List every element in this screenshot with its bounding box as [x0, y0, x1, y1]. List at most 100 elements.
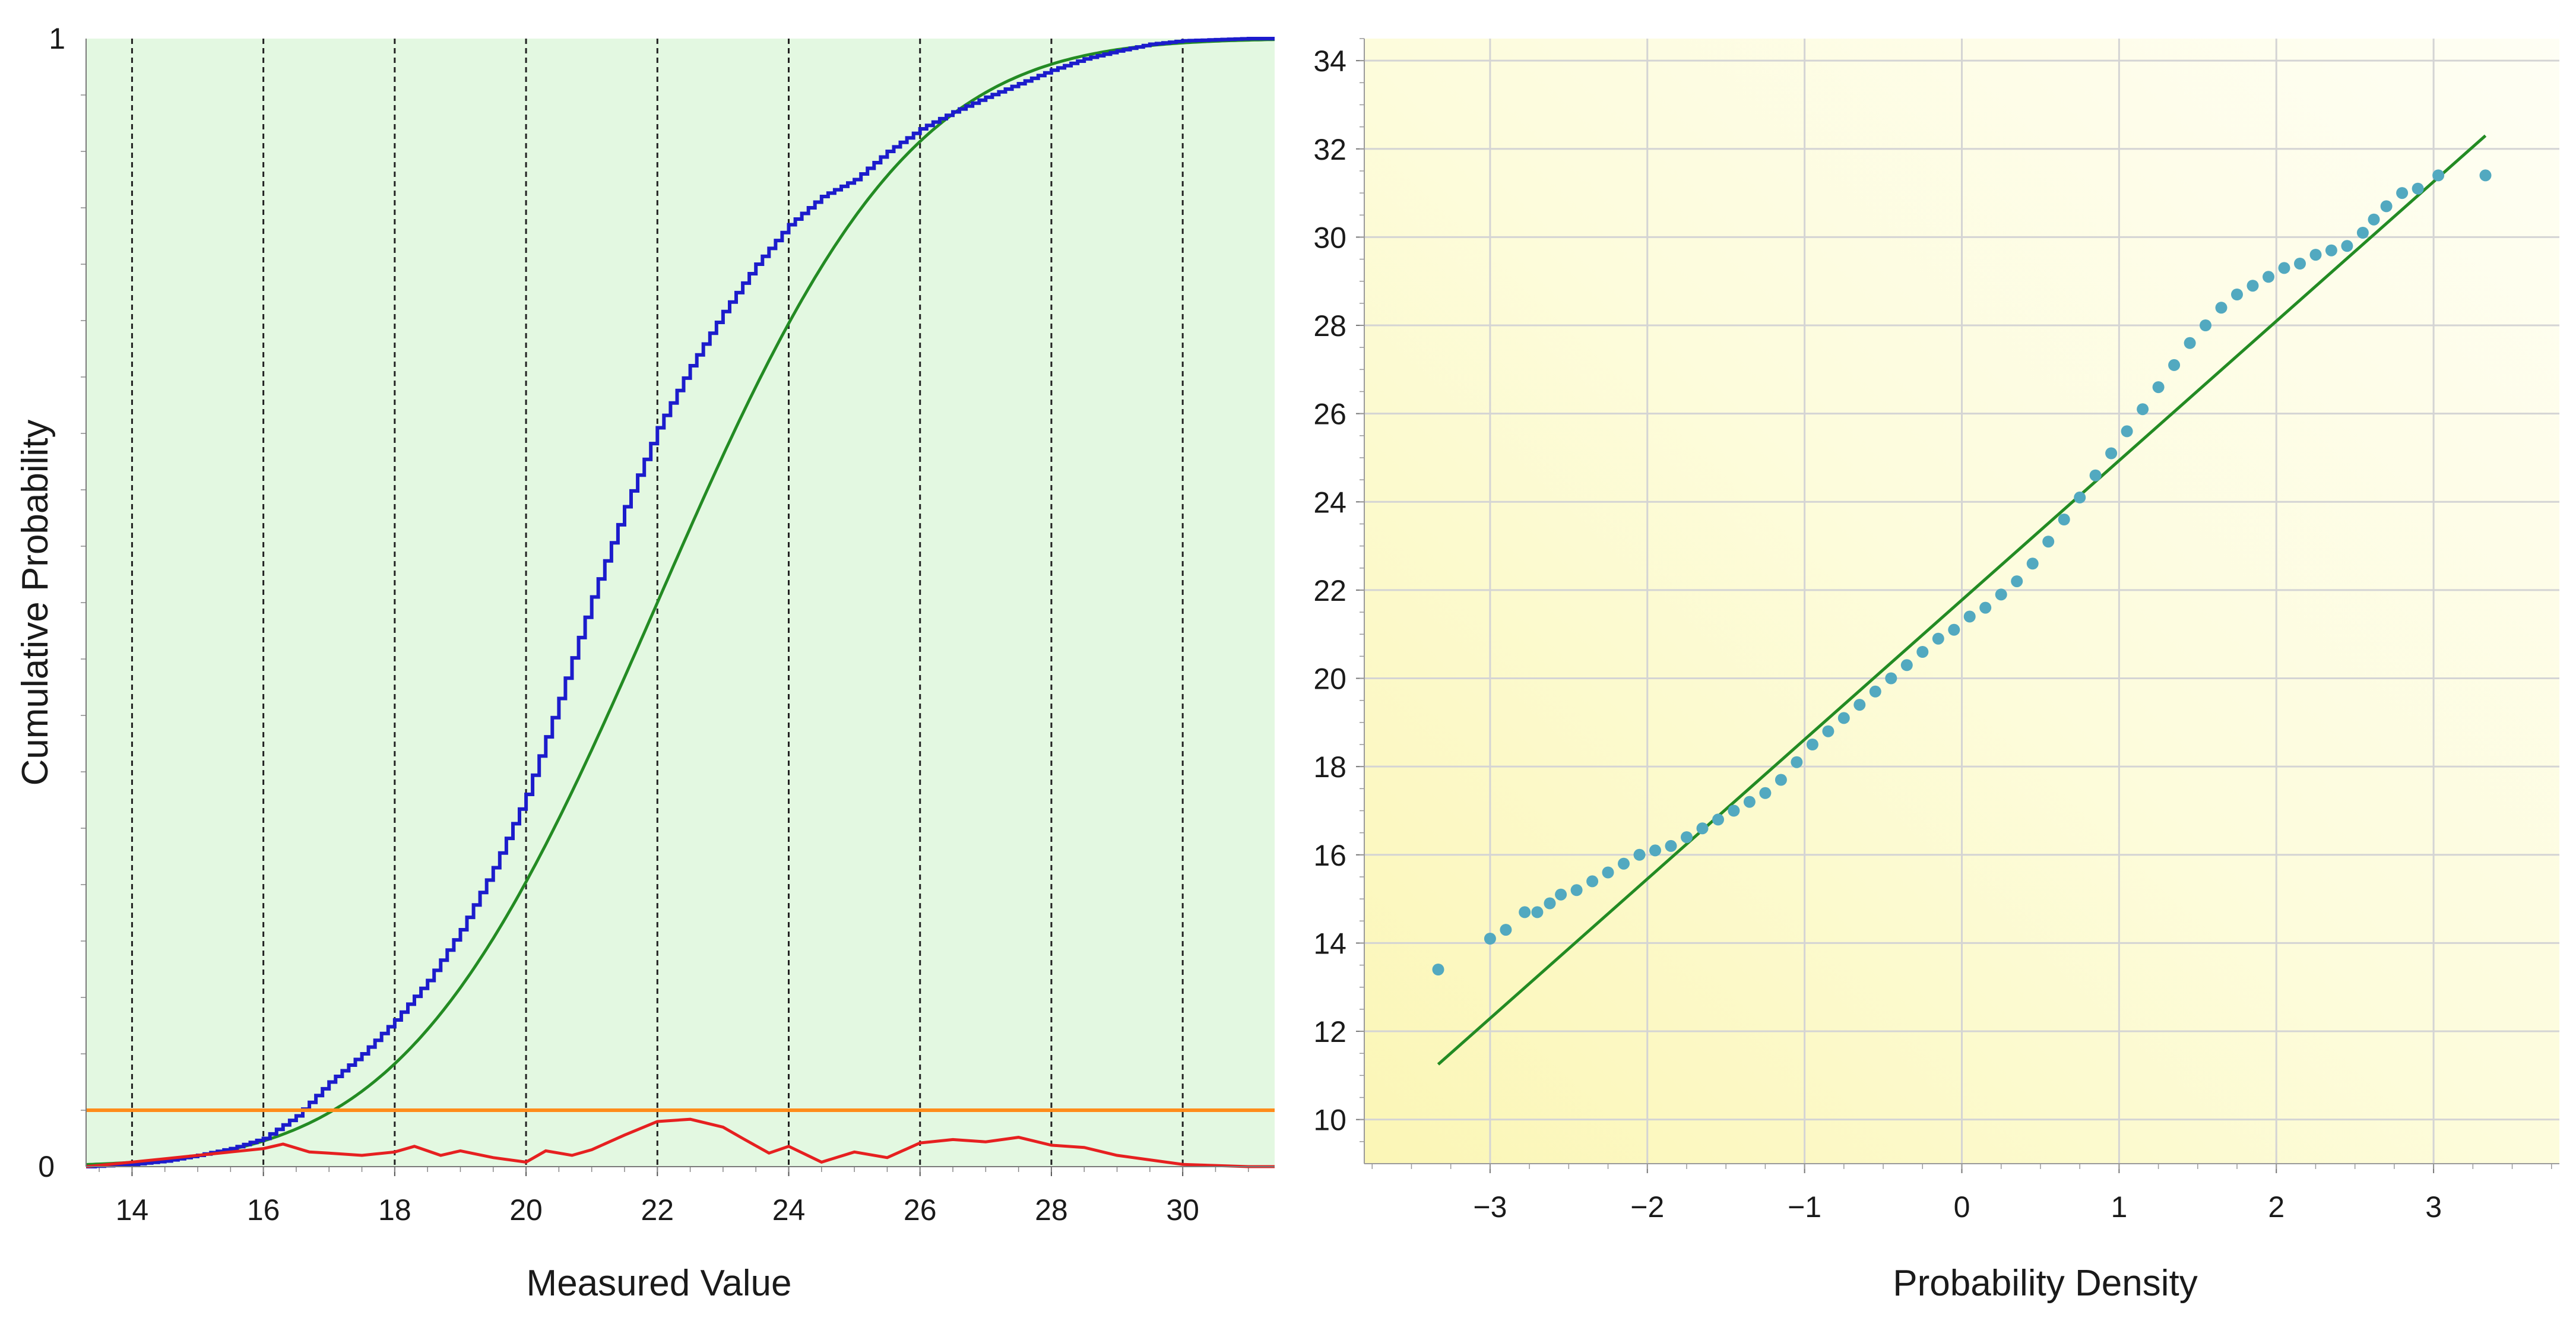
qq-y-tick-label: 10	[1313, 1104, 1346, 1137]
qq-y-tick-label: 26	[1313, 398, 1346, 431]
qq-x-axis-label: Probability Density	[1893, 1263, 2197, 1304]
qq-y-tick-label: 16	[1313, 839, 1346, 872]
qq-x-tick-label: 1	[2111, 1190, 2127, 1224]
qq-point	[1759, 787, 1772, 799]
qq-x-tick-label: 0	[1954, 1190, 1970, 1224]
cdf-x-tick-label: 22	[641, 1193, 674, 1227]
qq-y-tick-label: 34	[1313, 45, 1346, 78]
qq-point	[2089, 469, 2102, 481]
qq-point	[1649, 844, 1661, 857]
qq-point	[1555, 888, 1567, 901]
qq-point	[2105, 447, 2118, 460]
cdf-empirical-step-line	[86, 37, 1275, 1168]
qq-y-tick-label: 14	[1313, 927, 1346, 960]
qq-point	[1544, 897, 1556, 910]
qq-point	[1602, 866, 1614, 879]
qq-point	[1519, 906, 1531, 918]
qq-point	[1806, 739, 1818, 750]
cdf-fitted-normal-line	[85, 38, 1275, 1166]
cdf-x-tick-label: 28	[1035, 1193, 1068, 1227]
qq-x-tick-label: −3	[1473, 1190, 1507, 1224]
cdf-y-axis-label: Cumulative Probability	[15, 420, 56, 786]
qq-grid	[1356, 39, 2559, 1173]
qq-point	[1484, 933, 1496, 945]
qq-point	[2278, 262, 2290, 274]
cdf-y-tick-label-top: 1	[49, 22, 65, 55]
qq-point	[2341, 240, 2353, 252]
qq-y-tick-label: 22	[1313, 574, 1346, 607]
cdf-y-tick-label-bottom: 0	[38, 1150, 55, 1183]
qq-point	[1728, 804, 1740, 817]
qq-x-tick-label: −1	[1788, 1190, 1821, 1224]
qq-point	[1837, 712, 1850, 724]
qq-point	[1885, 672, 1897, 685]
qq-point	[1822, 725, 1834, 737]
qq-point	[1618, 857, 1630, 870]
cdf-x-tick-label: 18	[378, 1193, 411, 1227]
qq-x-tick-label: 3	[2425, 1190, 2442, 1224]
qq-point	[1979, 601, 1992, 614]
cdf-series	[85, 37, 1275, 1168]
qq-point	[2325, 244, 2337, 256]
cdf-difference-line	[85, 1117, 1275, 1168]
qq-point	[1586, 875, 1599, 888]
qq-point	[2026, 557, 2039, 570]
qq-x-tick-label: 2	[2268, 1190, 2285, 1224]
qq-point	[1932, 632, 1944, 645]
qq-point	[1900, 659, 1913, 671]
qq-point	[2356, 227, 2369, 239]
cdf-minor-ticks	[81, 94, 1249, 1172]
qq-reference-line	[1437, 134, 2487, 1066]
qq-y-tick-label: 28	[1313, 309, 1346, 343]
qq-point	[2309, 249, 2322, 261]
cdf-x-tick-label: 16	[247, 1193, 280, 1227]
qq-point	[1570, 884, 1583, 896]
qq-point	[2479, 169, 2492, 182]
qq-point	[1853, 699, 1866, 711]
qq-y-tick-label: 24	[1313, 486, 1346, 519]
qq-point	[2412, 182, 2424, 195]
qq-point	[2058, 514, 2070, 525]
qq-point	[2247, 280, 2259, 292]
qq-minor-ticks	[1360, 38, 2552, 1169]
qq-point	[2137, 403, 2149, 416]
qq-point	[1869, 685, 1881, 698]
qq-point	[1633, 848, 1646, 861]
qq-y-tick-labels: 10 12 14 16 18 20 22 24 26 28 30 32 34	[1313, 45, 1346, 1137]
cdf-x-tick-label: 30	[1166, 1193, 1199, 1227]
qq-point	[1432, 964, 1444, 975]
cdf-x-tick-label: 26	[904, 1193, 937, 1227]
qq-point	[2152, 381, 2165, 394]
qq-point	[2396, 187, 2409, 199]
cdf-x-tick-label: 24	[772, 1193, 806, 1227]
qq-point	[2432, 169, 2445, 182]
qq-point	[1963, 610, 1976, 623]
qq-x-tick-label: −2	[1630, 1190, 1664, 1224]
qq-x-tick-labels: −3 −2 −1 0 1 2 3	[1473, 1190, 2442, 1224]
qq-point	[2294, 258, 2306, 270]
qq-point	[2263, 271, 2274, 283]
qq-y-tick-label: 20	[1313, 663, 1346, 696]
qq-point	[1791, 756, 1803, 768]
qq-point	[1696, 822, 1709, 835]
qq-point	[1712, 813, 1724, 826]
qq-point	[1681, 831, 1693, 844]
qq-y-tick-label: 32	[1313, 133, 1346, 166]
qq-y-tick-label: 12	[1313, 1015, 1346, 1048]
qq-point	[2042, 536, 2055, 548]
qq-point	[2011, 575, 2023, 588]
cdf-x-axis-label: Measured Value	[527, 1263, 792, 1304]
qq-point	[1948, 623, 1960, 636]
qq-point	[2121, 425, 2133, 438]
qq-point	[1531, 906, 1544, 918]
qq-point	[1743, 796, 1756, 808]
qq-point	[2200, 319, 2211, 331]
qq-point	[2368, 213, 2380, 226]
cdf-plot-background	[86, 39, 1275, 1167]
qq-point	[1916, 646, 1929, 658]
cdf-chart: 14 16 18 20 22 24 26 28 30 1 0 Measured Value Cu…	[15, 22, 1275, 1304]
qq-point	[1995, 588, 2007, 601]
qq-y-tick-label: 30	[1313, 221, 1346, 254]
cdf-x-tick-labels: 14 16 18 20 22 24 26 28 30	[116, 1193, 1199, 1227]
cdf-x-tick-label: 14	[116, 1193, 149, 1227]
